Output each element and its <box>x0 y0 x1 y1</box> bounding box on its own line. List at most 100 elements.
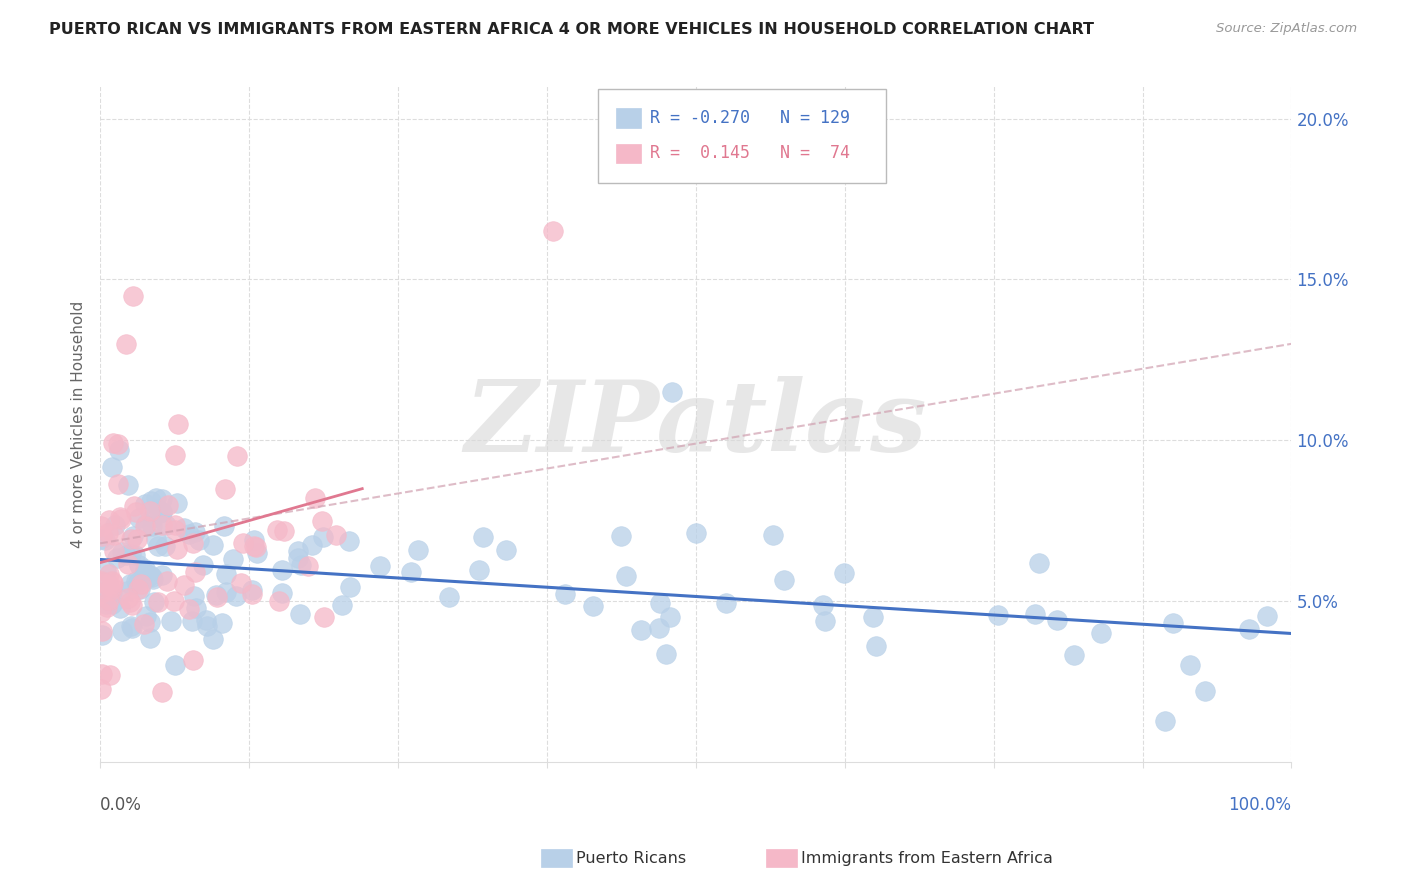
Point <box>128 510 150 524</box>
Point <box>139 567 162 582</box>
Point <box>582 599 605 613</box>
Text: R =  0.145   N =  74: R = 0.145 N = 74 <box>650 145 849 162</box>
Point <box>290 558 312 572</box>
Point <box>141 494 163 508</box>
Point <box>94 564 117 578</box>
Point <box>1237 622 1260 636</box>
Point <box>101 459 124 474</box>
Point <box>122 288 145 302</box>
Point <box>135 608 157 623</box>
Point <box>91 628 114 642</box>
Point <box>232 535 254 549</box>
Point <box>93 533 115 547</box>
Point <box>1090 626 1112 640</box>
Point <box>143 595 166 609</box>
Point <box>304 491 326 505</box>
Point <box>862 609 884 624</box>
Point <box>337 533 360 548</box>
Point <box>91 624 114 639</box>
Point <box>124 548 146 562</box>
Point <box>111 544 134 558</box>
Point <box>134 562 156 576</box>
Point <box>90 667 112 681</box>
Point <box>287 551 309 566</box>
Point <box>865 640 887 654</box>
Point <box>108 509 131 524</box>
Point <box>127 533 149 547</box>
Point <box>115 583 138 598</box>
Point <box>142 572 165 586</box>
Point <box>145 491 167 505</box>
Point <box>987 607 1010 622</box>
Point <box>125 574 148 588</box>
Point <box>179 526 201 541</box>
Point <box>90 682 112 697</box>
Point <box>150 567 173 582</box>
Point <box>554 587 576 601</box>
Text: 100.0%: 100.0% <box>1229 796 1292 814</box>
Point <box>271 563 294 577</box>
Text: PUERTO RICAN VS IMMIGRANTS FROM EASTERN AFRICA 4 OR MORE VEHICLES IN HOUSEHOLD C: PUERTO RICAN VS IMMIGRANTS FROM EASTERN … <box>49 22 1094 37</box>
Point <box>166 417 188 432</box>
Point <box>468 563 491 577</box>
Point <box>90 518 112 533</box>
Text: R = -0.270   N = 129: R = -0.270 N = 129 <box>650 109 849 127</box>
Point <box>773 573 796 587</box>
Point <box>1161 615 1184 630</box>
Point <box>811 598 834 612</box>
Point <box>685 525 707 540</box>
Point <box>110 512 132 526</box>
Point <box>146 502 169 516</box>
Point <box>762 528 785 542</box>
Point <box>101 585 124 599</box>
Point <box>246 545 269 559</box>
Point <box>98 667 121 681</box>
Point <box>97 576 120 591</box>
Text: Puerto Ricans: Puerto Ricans <box>576 851 686 865</box>
Point <box>1178 658 1201 673</box>
Point <box>101 576 124 591</box>
Point <box>541 224 564 238</box>
Point <box>471 530 494 544</box>
Point <box>271 586 294 600</box>
Point <box>155 574 177 589</box>
Point <box>287 544 309 558</box>
Point <box>243 539 266 553</box>
Point <box>145 533 167 547</box>
Point <box>1194 684 1216 698</box>
Point <box>134 497 156 511</box>
Point <box>141 519 163 533</box>
Point <box>104 517 127 532</box>
Point <box>214 519 236 533</box>
Point <box>215 567 238 582</box>
Point <box>134 566 156 580</box>
Point <box>650 596 672 610</box>
Point <box>139 631 162 645</box>
Point <box>193 558 215 572</box>
Point <box>134 617 156 632</box>
Point <box>138 615 160 630</box>
Point <box>108 601 131 615</box>
Point <box>215 585 238 599</box>
Point <box>195 619 218 633</box>
Point <box>117 557 139 571</box>
Point <box>124 505 146 519</box>
Point <box>165 524 187 538</box>
Point <box>368 559 391 574</box>
Point <box>155 518 177 533</box>
Point <box>129 582 152 596</box>
Point <box>117 591 139 606</box>
Point <box>122 500 145 514</box>
Point <box>614 569 637 583</box>
Point <box>177 602 200 616</box>
Point <box>108 443 131 458</box>
Point <box>1256 608 1278 623</box>
Point <box>139 504 162 518</box>
Point <box>96 597 118 611</box>
Point <box>184 525 207 540</box>
Point <box>163 594 186 608</box>
Text: ZIPatlas: ZIPatlas <box>464 376 927 473</box>
Point <box>202 632 225 646</box>
Point <box>150 518 173 533</box>
Point <box>166 542 188 557</box>
